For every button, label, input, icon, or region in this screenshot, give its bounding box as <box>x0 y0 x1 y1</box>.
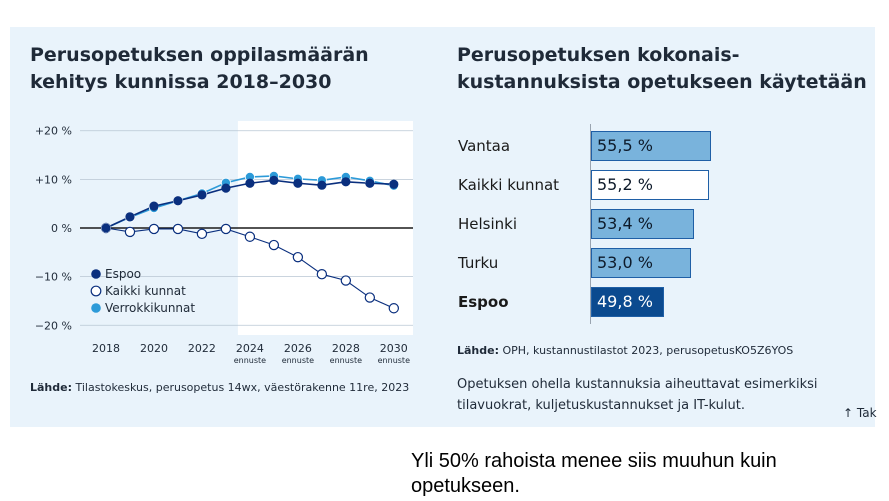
left-chart-title-line1: Perusopetuksen oppilasmäärän <box>30 44 369 66</box>
bar-label: Espoo <box>458 293 509 311</box>
x-tick-label: 2030 <box>380 342 408 355</box>
data-point-kaikki_kunnat <box>340 275 352 286</box>
bar-chart-axis <box>590 124 591 324</box>
legend-label-espoo: Espoo <box>105 267 141 281</box>
data-point-espoo <box>245 178 255 188</box>
bar-label: Turku <box>458 254 499 272</box>
data-point-kaikki_kunnat <box>244 231 256 242</box>
x-tick-sublabel: ennuste <box>330 356 362 365</box>
right-chart-title-line1: Perusopetuksen kokonais- <box>457 44 740 66</box>
y-tick-label: −10 % <box>35 271 72 284</box>
cost-note-line2: tilavuokrat, kuljetuskustannukset ja IT-… <box>457 398 745 413</box>
legend-marker-espoo <box>91 269 101 279</box>
data-point-kaikki_kunnat <box>268 239 280 251</box>
x-tick-label: 2026 <box>284 342 312 355</box>
data-point-espoo <box>197 190 207 200</box>
x-tick-label: 2020 <box>140 342 168 355</box>
bar <box>591 248 691 278</box>
bar-value-label: 55,2 % <box>597 175 653 194</box>
left-chart-title-line2: kehitys kunnissa 2018–2030 <box>30 71 332 93</box>
data-point-espoo <box>125 212 135 222</box>
data-point-espoo <box>365 178 375 188</box>
data-point-kaikki_kunnat <box>172 223 184 235</box>
x-tick-sublabel: ennuste <box>378 356 410 365</box>
bar-label: Helsinki <box>458 215 518 233</box>
x-tick-label: 2024 <box>236 342 264 355</box>
left-source-text: Tilastokeskus, perusopetus 14wx, väestör… <box>72 381 410 394</box>
data-point-espoo <box>101 223 111 233</box>
right-source-text: OPH, kustannustilastot 2023, perusopetus… <box>499 344 794 357</box>
right-chart-title-line2: kustannuksista opetukseen käytetään <box>457 71 867 93</box>
data-point-kaikki_kunnat <box>196 228 208 240</box>
data-point-espoo <box>269 175 279 185</box>
x-tick-sublabel: ennuste <box>282 356 314 365</box>
data-point-espoo <box>341 177 351 187</box>
data-point-espoo <box>293 178 303 188</box>
legend-label-kaikki_kunnat: Kaikki kunnat <box>105 284 186 298</box>
bar <box>591 170 709 200</box>
bar <box>591 209 694 239</box>
bar <box>591 131 712 161</box>
y-tick-label: 0 % <box>51 222 72 235</box>
data-point-kaikki_kunnat <box>316 269 328 280</box>
bar-value-label: 53,0 % <box>597 253 653 272</box>
x-tick-label: 2028 <box>332 342 360 355</box>
bar-value-label: 55,5 % <box>597 136 653 155</box>
right-source-note: Lähde: OPH, kustannustilastot 2023, peru… <box>457 344 793 357</box>
legend-label-verrokkikunnat: Verrokkikunnat <box>105 301 195 315</box>
bar-label: Kaikki kunnat <box>458 176 560 194</box>
data-point-kaikki_kunnat <box>292 251 304 263</box>
left-source-note: Lähde: Tilastokeskus, perusopetus 14wx, … <box>30 381 409 394</box>
y-tick-label: −20 % <box>35 319 72 332</box>
bar-value-label: 49,8 % <box>597 292 653 311</box>
right-source-label: Lähde: <box>457 344 499 357</box>
data-point-kaikki_kunnat <box>388 303 400 314</box>
data-point-kaikki_kunnat <box>124 226 136 238</box>
data-point-kaikki_kunnat <box>220 223 232 235</box>
slide-caption: Yli 50% rahoista menee siis muuhun kuin … <box>411 449 777 499</box>
data-point-espoo <box>221 183 231 193</box>
cost-note-line1: Opetuksen ohella kustannuksia aiheuttava… <box>457 377 818 392</box>
data-point-espoo <box>389 179 399 189</box>
data-point-espoo <box>149 201 159 211</box>
left-source-label: Lähde: <box>30 381 72 394</box>
data-point-kaikki_kunnat <box>364 292 376 303</box>
back-to-top-link[interactable]: ↑ Tak <box>843 406 877 420</box>
bar-label: Vantaa <box>458 137 511 155</box>
data-point-espoo <box>173 196 183 206</box>
x-tick-sublabel: ennuste <box>234 356 266 365</box>
caption-line2: opetukseen. <box>411 475 520 497</box>
x-tick-label: 2022 <box>188 342 216 355</box>
legend-marker-verrokkikunnat <box>91 303 101 313</box>
legend-marker-kaikki_kunnat <box>90 285 102 297</box>
x-tick-label: 2018 <box>92 342 120 355</box>
data-point-espoo <box>317 180 327 190</box>
data-point-kaikki_kunnat <box>148 223 160 235</box>
caption-line1: Yli 50% rahoista menee siis muuhun kuin <box>411 450 777 472</box>
bar-value-label: 53,4 % <box>597 214 653 233</box>
y-tick-label: +10 % <box>35 173 72 186</box>
y-tick-label: +20 % <box>35 125 72 138</box>
bar <box>591 287 665 317</box>
line-chart: +20 %+10 %0 %−10 %−20 %2018 2020 2022 2024e… <box>35 121 413 365</box>
